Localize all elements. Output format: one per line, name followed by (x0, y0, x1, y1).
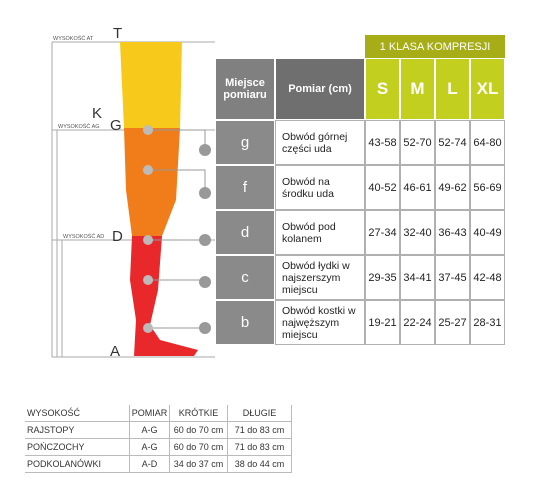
letter: G (110, 117, 122, 134)
size-cell: 36-43 (435, 210, 470, 255)
leg-diagram: T K G D A WYSOKOŚĆ AT WYSOKOŚĆ AG WYSOKO… (51, 25, 215, 360)
letter: K (92, 105, 102, 122)
thigh-lower (124, 128, 180, 236)
bottom-cell: PODKOLANÓWKI (25, 456, 130, 473)
measure-cell: Obwód łydki w najszerszym miejscu (275, 255, 365, 300)
size-cell: 64-80 (470, 120, 505, 165)
letter: T (113, 25, 122, 42)
size-cell: 34-41 (400, 255, 435, 300)
measure-cell: Obwód na środku uda (275, 165, 365, 210)
thigh-upper (120, 42, 182, 128)
measure-cell: Obwód kostki w najwęższym miejscu (275, 300, 365, 345)
height-label: WYSOKOŚĆ AG (58, 122, 100, 130)
size-cell: 56-69 (470, 165, 505, 210)
header-cell: L (435, 58, 470, 120)
bottom-cell: A-G (130, 422, 170, 439)
letter: D (112, 228, 123, 245)
size-cell: 42-48 (470, 255, 505, 300)
bottom-cell: RAJSTOPY (25, 422, 130, 439)
heights: WYSOKOŚĆ AT WYSOKOŚĆ AG WYSOKOŚĆ AD (53, 34, 104, 240)
compression-header: 1 KLASA KOMPRESJI (365, 35, 505, 58)
bottom-header: DŁUGIE (228, 405, 292, 422)
header-cell: M (400, 58, 435, 120)
connectors (148, 129, 206, 329)
bottom-cell: A-D (130, 456, 170, 473)
point-cell: b (215, 300, 275, 345)
size-cell: 25-27 (435, 300, 470, 345)
size-cell: 37-45 (435, 255, 470, 300)
point-cell: f (215, 165, 275, 210)
calf (130, 236, 198, 356)
measure-cell: Obwód górnej części uda (275, 120, 365, 165)
point-cell: d (215, 210, 275, 255)
size-cell: 43-58 (365, 120, 400, 165)
bottom-header: WYSOKOŚĆ (25, 405, 130, 422)
size-cell: 28-31 (470, 300, 505, 345)
height-label: WYSOKOŚĆ AD (63, 232, 104, 240)
bottom-header: POMIAR (130, 405, 170, 422)
bottom-cell: A-G (130, 439, 170, 456)
bottom-header: KRÓTKIE (170, 405, 228, 422)
bottom-cell: 71 do 83 cm (228, 439, 292, 456)
size-cell: 29-35 (365, 255, 400, 300)
bottom-cell: POŃCZOCHY (25, 439, 130, 456)
point-cell: c (215, 255, 275, 300)
size-cell: 22-24 (400, 300, 435, 345)
header-cell: S (365, 58, 400, 120)
size-cell: 40-52 (365, 165, 400, 210)
size-cell: 27-34 (365, 210, 400, 255)
bottom-cell: 38 do 44 cm (228, 456, 292, 473)
bottom-cell: 34 do 37 cm (170, 456, 228, 473)
height-label: WYSOKOŚĆ AT (53, 34, 94, 42)
size-cell: 19-21 (365, 300, 400, 345)
header-cell: XL (470, 58, 505, 120)
size-cell: 46-61 (400, 165, 435, 210)
bottom-cell: 60 do 70 cm (170, 439, 228, 456)
dots (143, 125, 211, 334)
point-cell: g (215, 120, 275, 165)
bottom-cell: 60 do 70 cm (170, 422, 228, 439)
size-cell: 32-40 (400, 210, 435, 255)
size-cell: 40-49 (470, 210, 505, 255)
letters: T K G D A (92, 25, 123, 360)
header-cell: Pomiar (cm) (275, 58, 365, 120)
bottom-cell: 71 do 83 cm (228, 422, 292, 439)
letter: A (110, 343, 120, 360)
header-cell: Miejsce pomiaru (215, 58, 275, 120)
size-cell: 49-62 (435, 165, 470, 210)
measure-cell: Obwód pod kolanem (275, 210, 365, 255)
size-cell: 52-70 (400, 120, 435, 165)
size-cell: 52-74 (435, 120, 470, 165)
